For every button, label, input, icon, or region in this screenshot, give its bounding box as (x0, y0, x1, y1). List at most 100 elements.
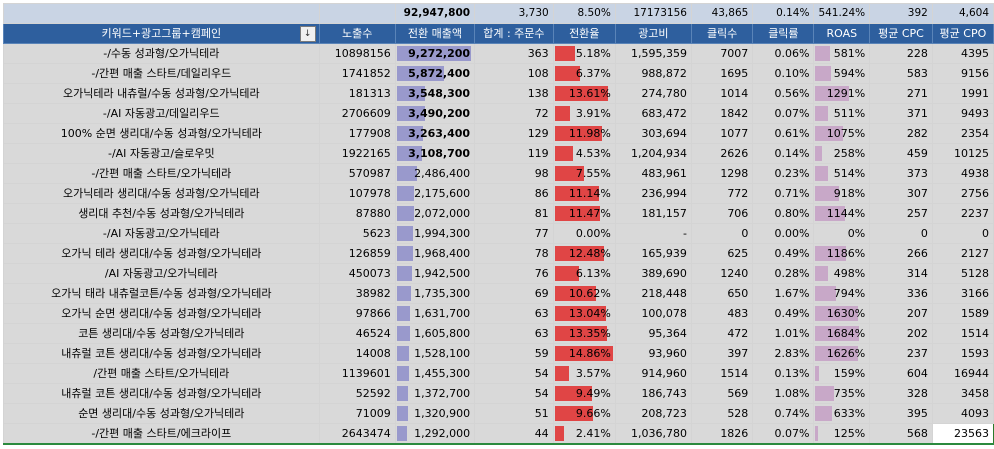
orders-cell[interactable]: 72 (474, 103, 554, 124)
impressions-cell[interactable]: 97866 (318, 303, 396, 324)
impressions-cell[interactable]: 107978 (318, 183, 396, 204)
ctr-cell[interactable]: 0.49% (752, 243, 815, 264)
conv-rate-cell[interactable]: 3.91% (552, 103, 616, 124)
ad-cost-cell[interactable]: 236,994 (614, 183, 692, 204)
sales-cell[interactable]: 1,735,300 (394, 283, 476, 304)
ctr-cell[interactable]: 0.10% (752, 63, 815, 84)
avg-cpo-cell[interactable]: 9156 (931, 63, 994, 84)
impressions-cell[interactable]: 181313 (318, 83, 396, 104)
roas-cell[interactable]: 735% (813, 383, 871, 404)
ad-cost-cell[interactable]: 988,872 (614, 63, 692, 84)
keyword-cell[interactable]: 생리대 추천/수동 성과형/오가닉테라 (3, 203, 320, 224)
ctr-cell[interactable]: 0.61% (752, 123, 815, 144)
total-clicks[interactable]: 43,865 (690, 3, 754, 24)
ctr-cell[interactable]: 0.06% (752, 43, 815, 64)
orders-cell[interactable]: 59 (474, 343, 554, 364)
sales-cell[interactable]: 1,292,000 (394, 423, 476, 445)
ad-cost-cell[interactable]: 93,960 (614, 343, 692, 364)
clicks-cell[interactable]: 483 (690, 303, 754, 324)
impressions-cell[interactable]: 1741852 (318, 63, 396, 84)
clicks-cell[interactable]: 1014 (690, 83, 754, 104)
avg-cpc-cell[interactable]: 257 (869, 203, 933, 224)
ad-cost-cell[interactable]: 274,780 (614, 83, 692, 104)
impressions-cell[interactable]: 52592 (318, 383, 396, 404)
ctr-cell[interactable]: 0.56% (752, 83, 815, 104)
roas-cell[interactable]: 0% (813, 223, 871, 244)
keyword-cell[interactable]: -/간편 매출 스타트/에크라이프 (3, 423, 320, 445)
ctr-cell[interactable]: 0.13% (752, 363, 815, 384)
ctr-cell[interactable]: 0.74% (752, 403, 815, 424)
header-conv-rate[interactable]: 전환율 (552, 23, 616, 44)
total-roas[interactable]: 541.24% (813, 3, 871, 24)
clicks-cell[interactable]: 625 (690, 243, 754, 264)
impressions-cell[interactable]: 14008 (318, 343, 396, 364)
conv-rate-cell[interactable]: 14.86% (552, 343, 616, 364)
sales-cell[interactable]: 1,372,700 (394, 383, 476, 404)
orders-cell[interactable]: 138 (474, 83, 554, 104)
keyword-cell[interactable]: 코튼 생리대/수동 성과형/오가닉테라 (3, 323, 320, 344)
orders-cell[interactable]: 81 (474, 203, 554, 224)
orders-cell[interactable]: 78 (474, 243, 554, 264)
ad-cost-cell[interactable]: - (614, 223, 692, 244)
clicks-cell[interactable]: 706 (690, 203, 754, 224)
clicks-cell[interactable]: 472 (690, 323, 754, 344)
roas-cell[interactable]: 1684% (813, 323, 871, 344)
conv-rate-cell[interactable]: 5.18% (552, 43, 616, 64)
ctr-cell[interactable]: 0.07% (752, 103, 815, 124)
impressions-cell[interactable]: 1139601 (318, 363, 396, 384)
sales-cell[interactable]: 1,942,500 (394, 263, 476, 284)
avg-cpo-cell[interactable]: 2354 (931, 123, 994, 144)
clicks-cell[interactable]: 1826 (690, 423, 754, 445)
avg-cpo-cell[interactable]: 1589 (931, 303, 994, 324)
ctr-cell[interactable]: 0.07% (752, 423, 815, 445)
clicks-cell[interactable]: 0 (690, 223, 754, 244)
ad-cost-cell[interactable]: 100,078 (614, 303, 692, 324)
clicks-cell[interactable]: 7007 (690, 43, 754, 64)
conv-rate-cell[interactable]: 9.49% (552, 383, 616, 404)
avg-cpc-cell[interactable]: 583 (869, 63, 933, 84)
ad-cost-cell[interactable]: 303,694 (614, 123, 692, 144)
clicks-cell[interactable]: 1514 (690, 363, 754, 384)
avg-cpo-cell[interactable]: 4395 (931, 43, 994, 64)
orders-cell[interactable]: 63 (474, 303, 554, 324)
conv-rate-cell[interactable]: 6.37% (552, 63, 616, 84)
header-roas[interactable]: ROAS (813, 23, 871, 44)
avg-cpo-cell[interactable]: 16944 (931, 363, 994, 384)
avg-cpc-cell[interactable]: 336 (869, 283, 933, 304)
orders-cell[interactable]: 108 (474, 63, 554, 84)
ctr-cell[interactable]: 0.71% (752, 183, 815, 204)
roas-cell[interactable]: 125% (813, 423, 871, 445)
roas-cell[interactable]: 1075% (813, 123, 871, 144)
avg-cpo-cell[interactable]: 1514 (931, 323, 994, 344)
ad-cost-cell[interactable]: 218,448 (614, 283, 692, 304)
total-conv-rate[interactable]: 8.50% (552, 3, 616, 24)
avg-cpo-cell[interactable]: 3166 (931, 283, 994, 304)
ad-cost-cell[interactable]: 165,939 (614, 243, 692, 264)
header-avg-cpc[interactable]: 평균 CPC (869, 23, 933, 44)
orders-cell[interactable]: 69 (474, 283, 554, 304)
avg-cpc-cell[interactable]: 307 (869, 183, 933, 204)
keyword-cell[interactable]: /AI 자동광고/오가닉테라 (3, 263, 320, 284)
avg-cpo-cell[interactable]: 5128 (931, 263, 994, 284)
keyword-cell[interactable]: 내츄럴 코튼 생리대/수동 성과형/오가닉테라 (3, 383, 320, 404)
roas-cell[interactable]: 633% (813, 403, 871, 424)
total-ad-cost[interactable]: 17173156 (614, 3, 692, 24)
conv-rate-cell[interactable]: 10.62% (552, 283, 616, 304)
roas-cell[interactable]: 1630% (813, 303, 871, 324)
clicks-cell[interactable]: 650 (690, 283, 754, 304)
roas-cell[interactable]: 258% (813, 143, 871, 164)
impressions-cell[interactable]: 87880 (318, 203, 396, 224)
avg-cpc-cell[interactable]: 228 (869, 43, 933, 64)
impressions-cell[interactable]: 126859 (318, 243, 396, 264)
avg-cpc-cell[interactable]: 459 (869, 143, 933, 164)
clicks-cell[interactable]: 1298 (690, 163, 754, 184)
sales-cell[interactable]: 2,486,400 (394, 163, 476, 184)
header-avg-cpo[interactable]: 평균 CPO (931, 23, 994, 44)
keyword-cell[interactable]: 오가닉테라 내츄럴/수동 성과형/오가닉테라 (3, 83, 320, 104)
avg-cpc-cell[interactable]: 395 (869, 403, 933, 424)
ad-cost-cell[interactable]: 389,690 (614, 263, 692, 284)
conv-rate-cell[interactable]: 7.55% (552, 163, 616, 184)
keyword-cell[interactable]: 오가닉 순면 생리대/수동 성과형/오가닉테라 (3, 303, 320, 324)
sales-cell[interactable]: 9,272,200 (394, 43, 476, 64)
ctr-cell[interactable]: 0.23% (752, 163, 815, 184)
